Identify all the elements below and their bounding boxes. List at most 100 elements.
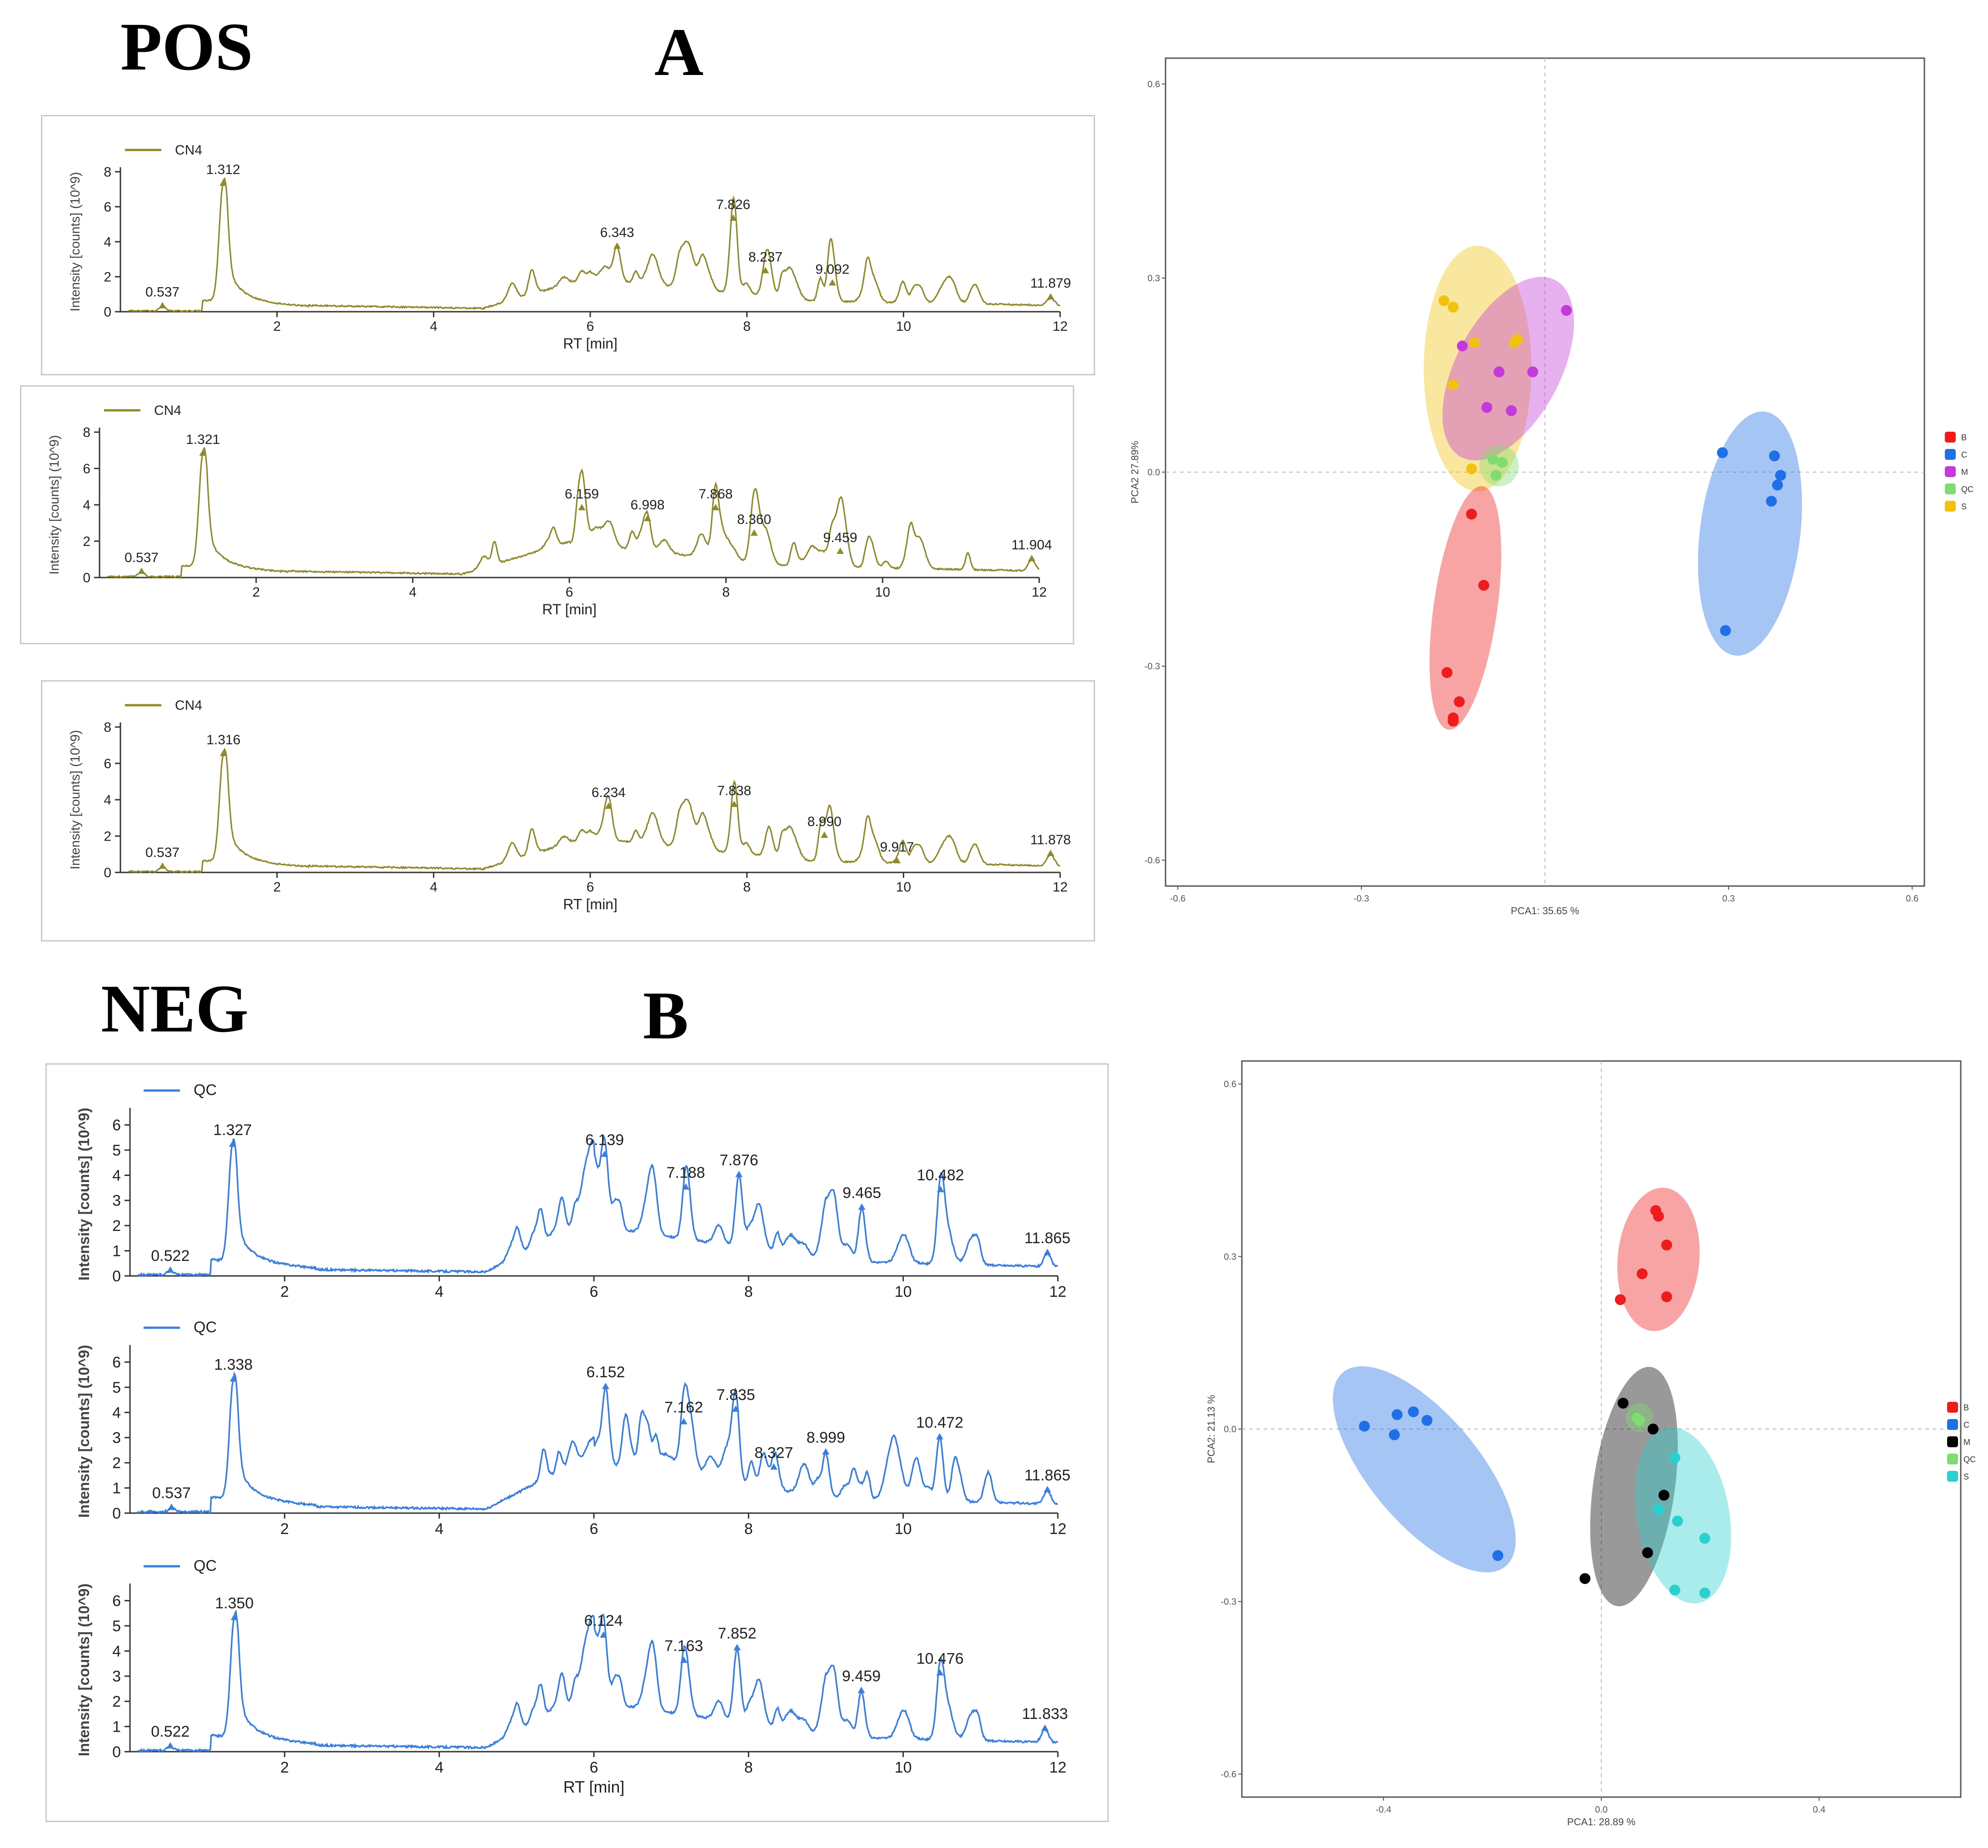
sample-point-b xyxy=(1636,1268,1648,1280)
sample-point-c xyxy=(1766,496,1777,507)
sample-point-b xyxy=(1466,508,1477,520)
peak-label: 7.835 xyxy=(717,1386,755,1404)
y-tick-label: 1 xyxy=(112,1480,121,1497)
sample-point-b xyxy=(1661,1240,1672,1250)
peak-marker xyxy=(600,1631,608,1638)
peak-label: 0.537 xyxy=(145,845,179,860)
pca-neg-plot: -0.4 0.0 0.4 0.6 0.3 0.0 -0.3 -0.6 PCA1: 28.89 %… xyxy=(1206,1060,1976,1828)
x-tick-label: 12 xyxy=(1031,585,1046,600)
peak-label: 6.343 xyxy=(600,225,634,240)
y-tick-label: -0.6 xyxy=(1221,1769,1236,1779)
peak-label: 9.459 xyxy=(842,1668,881,1685)
sample-point-s xyxy=(1447,379,1459,390)
peak-label: 9.459 xyxy=(823,530,857,545)
x-tick-label: 2 xyxy=(280,1759,289,1776)
sample-point-m xyxy=(1481,402,1493,413)
peak-marker xyxy=(682,1183,690,1190)
x-tick-label: 8 xyxy=(743,880,751,895)
peak-label: 7.826 xyxy=(716,197,750,212)
y-tick-label: 2 xyxy=(112,1217,121,1235)
peak-label: 11.865 xyxy=(1024,1467,1070,1484)
x-tick-label: 2 xyxy=(273,319,281,334)
sample-point-c xyxy=(1717,447,1728,458)
peak-label: 6.234 xyxy=(592,785,626,800)
y-tick-label: 8 xyxy=(104,165,111,180)
x-tick-label: 4 xyxy=(430,319,438,334)
peak-marker xyxy=(229,1141,236,1147)
y-tick-label: 6 xyxy=(112,1117,121,1134)
sample-point-c xyxy=(1389,1429,1400,1440)
legend-label: QC xyxy=(194,1081,217,1099)
peak-label: 8.999 xyxy=(807,1429,845,1446)
x-tick-label: 12 xyxy=(1049,1283,1066,1300)
peak-marker xyxy=(733,1644,741,1650)
peak-label: 0.537 xyxy=(152,1484,191,1502)
x-tick-label: 10 xyxy=(895,1520,912,1538)
peak-label: 6.998 xyxy=(630,498,664,513)
peak-label: 1.321 xyxy=(186,432,220,447)
x-axis-label: RT [min] xyxy=(563,896,618,912)
group-ellipse-b xyxy=(1617,1187,1700,1331)
x-tick-label: 12 xyxy=(1052,319,1067,334)
y-tick-label: 0.6 xyxy=(1224,1080,1236,1090)
y-tick-label: 4 xyxy=(112,1167,121,1184)
sample-point-s xyxy=(1447,302,1459,313)
neg-chromatogram-panel: 2 4 6 8 10 12 0 1 2 3 4 5 6 Intensity [counts] (10^9)… xyxy=(45,1063,1109,1822)
peak-label: 1.312 xyxy=(206,162,240,177)
peak-marker xyxy=(230,1614,238,1620)
legend-label: S xyxy=(1961,502,1967,511)
peak-label: 1.327 xyxy=(213,1121,252,1139)
y-tick-label: 5 xyxy=(112,1379,121,1396)
legend-swatch-m xyxy=(1947,1436,1958,1447)
peak-marker xyxy=(1047,293,1055,300)
peak-label: 1.316 xyxy=(206,732,240,747)
y-tick-label: 0.3 xyxy=(1147,274,1160,284)
peak-label: 11.833 xyxy=(1022,1705,1068,1723)
x-tick-label: 6 xyxy=(587,319,594,334)
x-tick-label: 2 xyxy=(273,880,281,895)
y-tick-label: 4 xyxy=(112,1643,121,1660)
legend-label: CN4 xyxy=(175,698,202,713)
peak-marker xyxy=(680,1656,688,1663)
peak-marker xyxy=(166,1742,174,1748)
x-tick-label: 2 xyxy=(280,1283,289,1300)
sample-point-m xyxy=(1658,1489,1669,1501)
group-ellipse-m xyxy=(1442,277,1574,461)
x-tick-label: 6 xyxy=(590,1759,598,1776)
peak-marker xyxy=(828,279,836,286)
peak-label: 7.838 xyxy=(717,783,751,798)
peak-label: 0.537 xyxy=(125,550,159,565)
y-tick-label: -0.6 xyxy=(1145,856,1160,866)
x-tick-label: 8 xyxy=(722,585,730,600)
peak-marker xyxy=(770,1463,777,1470)
x-tick-label: 6 xyxy=(590,1283,598,1300)
y-tick-label: 0 xyxy=(104,866,111,881)
y-tick-label: 5 xyxy=(112,1142,121,1159)
x-tick-label: 0.6 xyxy=(1906,894,1918,904)
peak-marker xyxy=(219,179,227,186)
peak-label: 1.338 xyxy=(214,1356,253,1373)
y-tick-label: 6 xyxy=(112,1593,121,1610)
x-tick-label: 8 xyxy=(743,319,751,334)
pca-neg-panel: -0.4 0.0 0.4 0.6 0.3 0.0 -0.3 -0.6 PCA1: 28.89 %… xyxy=(1202,1056,1988,1848)
peak-marker xyxy=(762,267,769,274)
y-tick-label: 8 xyxy=(104,720,111,735)
legend-label: S xyxy=(1963,1472,1969,1481)
pos-chromatogram-panel-2: 2 4 6 8 10 12 0 2 4 6 8 Intensity [counts] (10^9) RT… xyxy=(20,385,1074,644)
legend-label: M xyxy=(1963,1438,1970,1447)
peak-label: 7.852 xyxy=(718,1625,757,1642)
x-tick-label: 6 xyxy=(590,1520,598,1538)
y-tick-label: 4 xyxy=(83,498,90,513)
peak-marker xyxy=(732,1405,740,1412)
x-tick-label: 10 xyxy=(895,1759,912,1776)
peak-marker xyxy=(229,1375,237,1382)
peak-marker xyxy=(219,750,227,756)
sample-point-c xyxy=(1408,1406,1419,1418)
sample-point-s xyxy=(1669,1584,1680,1596)
sample-point-c xyxy=(1772,479,1783,491)
legend-label: QC xyxy=(194,1319,217,1336)
peak-label: 10.476 xyxy=(917,1650,964,1667)
x-tick-label: 12 xyxy=(1049,1520,1066,1538)
peak-marker xyxy=(159,302,166,309)
peak-label: 6.139 xyxy=(585,1131,624,1149)
